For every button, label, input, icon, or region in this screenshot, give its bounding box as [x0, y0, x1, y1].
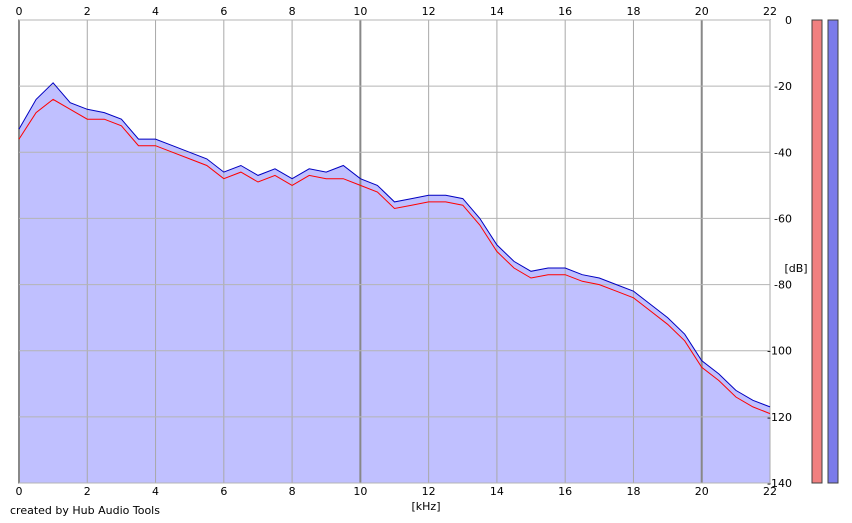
x-tick-label-bottom: 8 [289, 485, 296, 498]
y-tick-label: -60 [774, 212, 792, 225]
x-tick-label-top: 14 [490, 5, 504, 18]
y-axis-label: [dB] [784, 262, 807, 275]
x-tick-label-bottom: 0 [16, 485, 23, 498]
y-tick-label: -20 [774, 80, 792, 93]
x-tick-label-top: 0 [16, 5, 23, 18]
x-tick-label-top: 10 [353, 5, 367, 18]
x-tick-label-top: 16 [558, 5, 572, 18]
x-axis-label: [kHz] [412, 500, 441, 513]
credit-text: created by Hub Audio Tools [10, 504, 160, 517]
x-tick-label-bottom: 22 [763, 485, 777, 498]
y-tick-label: -140 [767, 477, 792, 490]
y-tick-label: -100 [767, 345, 792, 358]
x-tick-label-bottom: 6 [220, 485, 227, 498]
y-tick-label: -120 [767, 411, 792, 424]
x-tick-label-top: 20 [695, 5, 709, 18]
spectrum-fill [19, 82, 770, 483]
y-tick-label: 0 [785, 14, 792, 27]
x-tick-label-bottom: 20 [695, 485, 709, 498]
series-line-1 [18, 82, 771, 408]
x-tick-label-top: 4 [152, 5, 159, 18]
x-tick-label-top: 12 [422, 5, 436, 18]
y-tick-label: -40 [774, 146, 792, 159]
x-tick-label-top: 2 [84, 5, 91, 18]
level-meter-2 [827, 19, 839, 484]
level-meter-1 [811, 19, 823, 484]
x-tick-label-bottom: 12 [422, 485, 436, 498]
y-tick-label: -80 [774, 279, 792, 292]
x-tick-label-bottom: 10 [353, 485, 367, 498]
x-tick-label-bottom: 18 [626, 485, 640, 498]
x-tick-label-bottom: 16 [558, 485, 572, 498]
series-line-0 [18, 98, 771, 415]
x-tick-label-bottom: 14 [490, 485, 504, 498]
x-tick-label-top: 8 [289, 5, 296, 18]
x-tick-label-top: 18 [626, 5, 640, 18]
x-tick-label-bottom: 4 [152, 485, 159, 498]
x-tick-label-top: 22 [763, 5, 777, 18]
x-tick-label-top: 6 [220, 5, 227, 18]
x-tick-label-bottom: 2 [84, 485, 91, 498]
